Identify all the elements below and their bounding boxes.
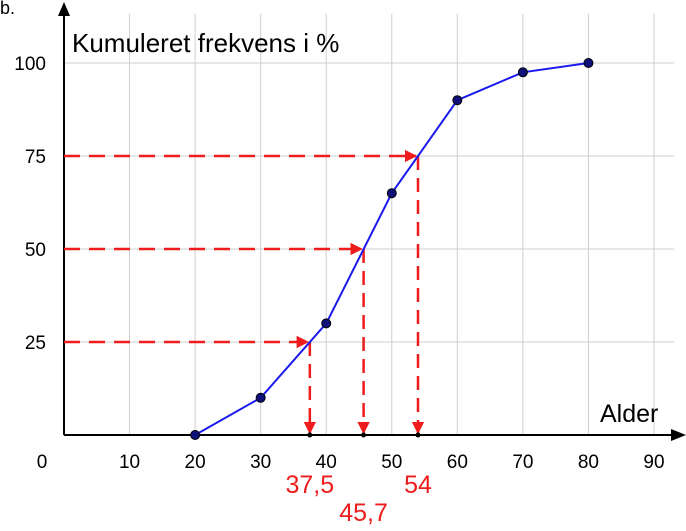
y-tick-label: 100 — [14, 54, 46, 75]
y-tick-label: 50 — [25, 240, 46, 261]
data-point — [583, 58, 594, 68]
grid-lines — [64, 14, 674, 435]
data-series — [190, 58, 594, 440]
tick-labels: 0 10 20 30 40 50 60 70 80 90 25 50 75 100 — [14, 54, 664, 473]
annotation-label: 45,7 — [339, 499, 388, 527]
x-tick-label: 10 — [119, 452, 140, 473]
x-tick-label: 80 — [578, 452, 599, 473]
data-point — [255, 392, 266, 403]
corner-fragment-text: b. — [0, 0, 15, 18]
x-tick-label: 40 — [316, 452, 337, 473]
x-tick-label: 70 — [512, 452, 533, 473]
annotation-axis-dot — [361, 432, 367, 438]
annotation-axis-dot — [307, 432, 313, 438]
data-point — [386, 188, 397, 199]
data-point — [452, 95, 463, 106]
x-tick-label: 50 — [381, 452, 402, 473]
data-point — [321, 318, 332, 329]
y-axis-arrowhead — [58, 2, 70, 16]
annotation-lines: 37,545,7 54 — [64, 149, 432, 527]
x-tick-label: 20 — [185, 452, 206, 473]
x-tick-label: 60 — [447, 452, 468, 473]
axes — [58, 2, 686, 441]
annotation-label: 54 — [404, 471, 432, 499]
data-point — [517, 67, 528, 78]
y-tick-label: 25 — [25, 333, 46, 354]
x-axis-label: Alder — [600, 400, 658, 428]
y-axis-label: Kumuleret frekvens i % — [72, 28, 339, 58]
x-tick-label: 30 — [250, 452, 271, 473]
annotation-label: 37,5 — [285, 471, 334, 499]
x-tick-label: 0 — [37, 452, 48, 473]
x-tick-label: 90 — [643, 452, 664, 473]
annotation-axis-dot — [415, 432, 421, 438]
x-axis-arrowhead — [671, 429, 686, 441]
data-point — [190, 430, 201, 440]
y-tick-label: 75 — [25, 147, 46, 168]
